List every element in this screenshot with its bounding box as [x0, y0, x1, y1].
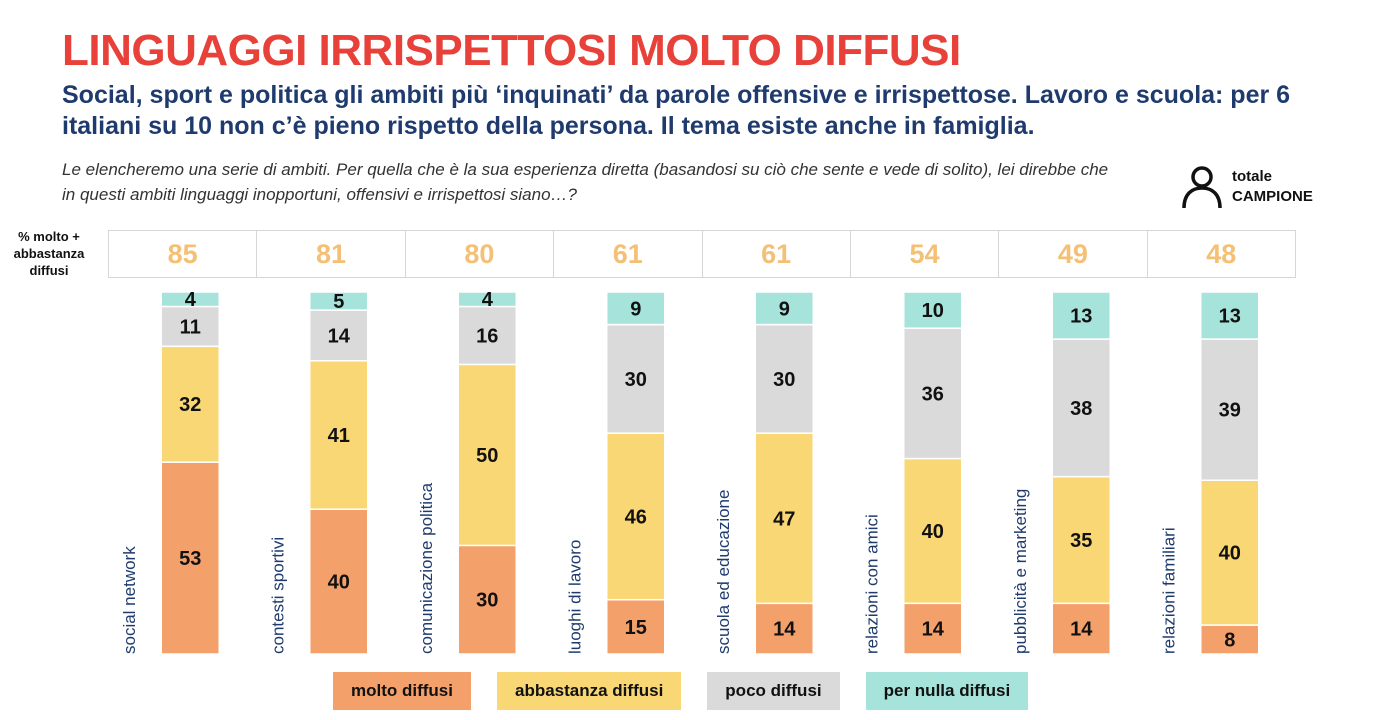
total-value-4: 61 [703, 231, 851, 277]
bar-segment [160, 291, 220, 308]
bar-segment [1200, 291, 1260, 340]
data-label: 15 [625, 617, 647, 639]
legend-item: abbastanza diffusi [496, 672, 682, 710]
data-label: 14 [328, 325, 351, 347]
bar-segment [1051, 475, 1111, 605]
data-label: 14 [1070, 619, 1093, 641]
totals-row: 85 81 80 61 61 54 49 48 [108, 230, 1296, 278]
bar-segment [457, 305, 517, 366]
survey-question: Le elencheremo una serie di ambiti. Per … [62, 160, 1109, 204]
data-label: 4 [185, 289, 197, 311]
data-label: 9 [630, 298, 641, 320]
data-label: 40 [1219, 543, 1241, 565]
legend-item: per nulla diffusi [865, 672, 1029, 710]
bar-segment [1200, 624, 1260, 655]
bar-segment [606, 323, 666, 434]
total-value-0: 85 [109, 231, 258, 277]
data-label: 41 [328, 425, 350, 447]
data-label: 30 [476, 590, 498, 612]
data-label: 35 [1070, 530, 1092, 552]
bar-segment [754, 432, 814, 605]
total-value-6: 49 [999, 231, 1148, 277]
chart-subtitle: Social, sport e politica gli ambiti più … [62, 81, 1291, 140]
category-label: scuola ed educazione [714, 490, 733, 654]
category-label: social network [120, 546, 139, 654]
bar-segment [754, 323, 814, 434]
legend-item: molto diffusi [333, 672, 471, 710]
data-label: 30 [625, 369, 647, 391]
data-label: 53 [179, 548, 201, 570]
data-label: 40 [328, 572, 350, 594]
bar-segment [1200, 479, 1260, 626]
data-label: 5 [333, 291, 344, 313]
category-label: relazioni con amici [863, 514, 882, 654]
data-label: 39 [1219, 400, 1241, 422]
sample-label-campione: CAMPIONE [1232, 188, 1313, 205]
category-label: comunicazione politica [417, 482, 436, 654]
sample-indicator: totale CAMPIONE [1180, 164, 1313, 210]
bar-segment [903, 457, 963, 605]
person-icon [1182, 166, 1222, 209]
data-label: 8 [1224, 630, 1235, 652]
data-label: 32 [179, 394, 201, 416]
data-label: 16 [476, 325, 498, 347]
data-label: 13 [1070, 306, 1092, 328]
bar-segment [903, 291, 963, 329]
bar-segment [160, 345, 220, 463]
category-label: contesti sportivi [269, 537, 288, 654]
data-label: 46 [625, 506, 647, 528]
bar-segment [309, 291, 369, 311]
data-label: 50 [476, 445, 498, 467]
total-value-3: 61 [554, 231, 703, 277]
total-value-5: 54 [851, 231, 1000, 277]
bar-segment [754, 602, 814, 655]
data-label: 4 [482, 289, 494, 311]
data-label: 14 [922, 619, 945, 641]
category-label: pubblicità e marketing [1011, 489, 1030, 654]
sample-label-total: totale [1232, 168, 1273, 185]
legend-item: poco diffusi [707, 672, 840, 710]
bar-segment [1051, 291, 1111, 340]
data-label: 13 [1219, 306, 1241, 328]
data-label: 38 [1070, 398, 1092, 420]
data-label: 47 [773, 508, 795, 530]
bar-segment [903, 602, 963, 655]
chart-legend: molto diffusi abbastanza diffusi poco diff… [333, 672, 1054, 710]
data-label: 14 [773, 619, 796, 641]
bar-segment [309, 508, 369, 655]
percentage-row-label: % molto + abbastanza diffusi [13, 229, 85, 278]
bar-segment [457, 291, 517, 308]
bar-segment [1200, 338, 1260, 481]
bar-segment [606, 291, 666, 326]
bar-segment [606, 432, 666, 601]
chart-title: LINGUAGGI IRRISPETTOSI MOLTO DIFFUSI [62, 26, 961, 75]
data-label: 30 [773, 369, 795, 391]
bar-segment [754, 291, 814, 326]
bar-segment [606, 598, 666, 655]
data-label: 10 [922, 300, 944, 322]
data-label: 11 [180, 316, 201, 338]
data-label: 36 [922, 383, 944, 405]
total-value-1: 81 [257, 231, 406, 277]
total-value-7: 48 [1206, 238, 1237, 269]
bar-segment [309, 360, 369, 510]
data-label: 40 [922, 521, 944, 543]
category-label: luoghi di lavoro [566, 540, 585, 654]
total-value-2: 80 [406, 231, 555, 277]
data-label: 9 [779, 298, 790, 320]
bar-segment [457, 544, 517, 655]
bar-segment [160, 461, 220, 655]
bar-segment [457, 363, 517, 547]
bar-segment [903, 327, 963, 460]
category-label: relazioni familiari [1160, 527, 1179, 654]
